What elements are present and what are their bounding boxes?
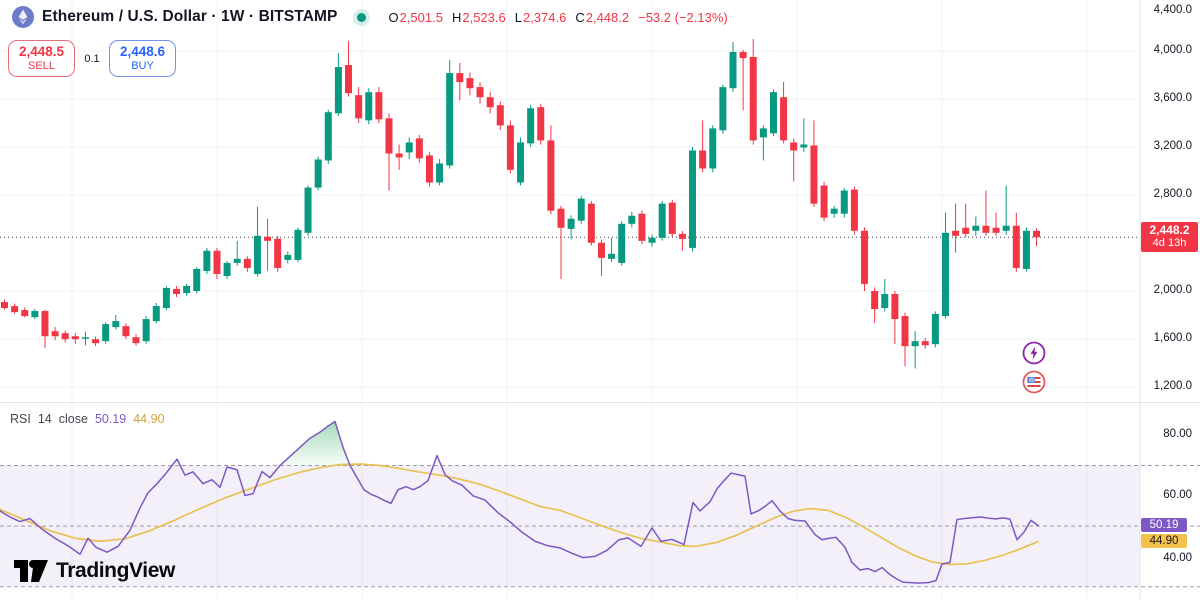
rsi-ma-value: 44.90 bbox=[133, 412, 165, 426]
ohlc-readout: O2,501.5 H2,523.6 L2,374.6 C2,448.2 −53.… bbox=[388, 9, 728, 25]
market-status-icon[interactable] bbox=[357, 12, 367, 22]
close-value: 2,448.2 bbox=[585, 9, 630, 25]
buy-price: 2,448.6 bbox=[119, 44, 166, 60]
rsi-axis-label: 40.00 bbox=[1163, 552, 1192, 565]
price-axis-label: 1,200.0 bbox=[1153, 380, 1192, 392]
high-value: 2,523.6 bbox=[462, 9, 506, 25]
rsi-source: close bbox=[58, 412, 88, 426]
chart-header: Ethereum / U.S. Dollar · 1W · BITSTAMP O… bbox=[12, 6, 728, 28]
sell-price: 2,448.5 bbox=[18, 44, 65, 60]
trade-widget: 2,448.5 SELL 0.1 2,448.6 BUY bbox=[8, 40, 176, 77]
price-axis-label: 2,000.0 bbox=[1153, 284, 1192, 296]
us-flag-icon[interactable] bbox=[1022, 370, 1046, 394]
lightning-icon[interactable] bbox=[1022, 341, 1046, 365]
price-axis-label: 4,400.0 bbox=[1153, 4, 1192, 16]
price-axis-label: 3,200.0 bbox=[1153, 140, 1192, 152]
rsi-header[interactable]: RSI 14 close 50.19 44.90 bbox=[10, 412, 165, 426]
last-price-tag: 2,448.2 4d 13h bbox=[1141, 222, 1198, 253]
price-axis-label: 2,800.0 bbox=[1153, 188, 1192, 200]
tradingview-mark-icon bbox=[14, 560, 48, 582]
rsi-axis-label: 60.00 bbox=[1163, 488, 1192, 501]
tradingview-logo[interactable]: TradingView bbox=[13, 558, 175, 583]
symbol-title[interactable]: Ethereum / U.S. Dollar · 1W · BITSTAMP bbox=[42, 8, 338, 25]
low-value: 2,374.6 bbox=[522, 9, 567, 25]
price-axis-label: 4,000.0 bbox=[1153, 44, 1192, 56]
change-value: −53.2 (−2.13%) bbox=[638, 9, 728, 25]
spread-value: 0.1 bbox=[84, 52, 100, 65]
tradingview-logo-text: TradingView bbox=[56, 558, 175, 582]
ethereum-logo-icon bbox=[12, 6, 34, 28]
rsi-axis-label: 80.00 bbox=[1163, 428, 1192, 441]
open-value: 2,501.5 bbox=[399, 9, 443, 25]
rsi-value-tag: 50.19 bbox=[1141, 517, 1187, 532]
rsi-title: RSI bbox=[10, 412, 31, 426]
sell-button[interactable]: 2,448.5 SELL bbox=[8, 40, 75, 77]
buy-button[interactable]: 2,448.6 BUY bbox=[109, 40, 176, 77]
quick-action-icons bbox=[1022, 341, 1046, 394]
price-axis-label: 3,600.0 bbox=[1153, 92, 1192, 104]
price-axis-label: 1,600.0 bbox=[1153, 332, 1192, 344]
bar-countdown: 4d 13h bbox=[1152, 237, 1187, 250]
last-price: 2,448.2 bbox=[1149, 223, 1190, 238]
rsi-param: 14 bbox=[37, 412, 52, 426]
rsi-ma-value-tag: 44.90 bbox=[1141, 533, 1187, 548]
rsi-value: 50.19 bbox=[94, 412, 127, 426]
